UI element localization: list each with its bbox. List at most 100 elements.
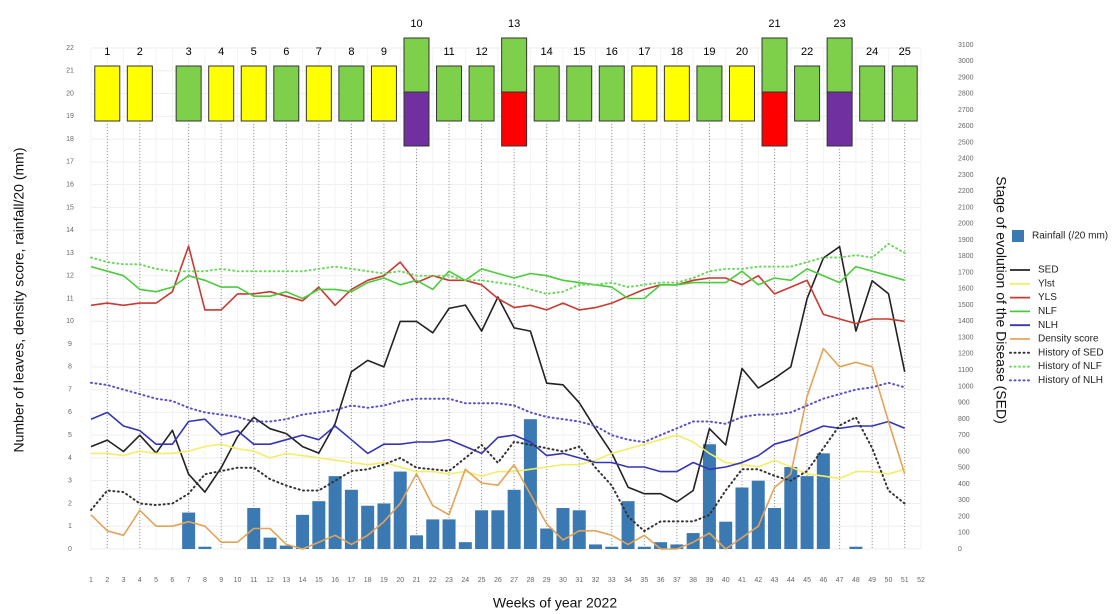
x-tick-label: 37 [673,577,681,584]
x-tick-label: 24 [461,577,469,584]
x-tick-label: 19 [380,577,388,584]
bar [702,444,716,549]
y2-tick-label: 200 [958,513,970,520]
y2-tick-label: 300 [958,497,970,504]
x-tick-label: 13 [282,577,290,584]
line-series [90,416,906,533]
stage-label: 7 [316,46,322,58]
legend-label: History of SED [1038,347,1104,358]
bar [312,501,326,549]
x-tick-label: 18 [364,577,372,584]
stage-box [566,65,593,122]
legend-swatch [1012,230,1024,242]
stage-box [468,65,495,122]
bar [263,537,277,549]
legend-label: NLH [1038,320,1058,331]
x-tick-label: 15 [315,577,323,584]
y-tick-label: 18 [66,136,74,143]
bar [849,546,863,549]
y2-tick-label: 700 [958,432,970,439]
stage-box [94,65,121,122]
x-tick-label: 14 [299,577,307,584]
stage-box [208,65,235,122]
y-tick-label: 22 [66,45,74,52]
line-series [90,245,906,503]
bar [458,542,472,549]
stage-label: 8 [348,46,354,58]
x-tick-label: 34 [624,577,632,584]
stage-label: 5 [251,46,257,58]
x-tick-label: 6 [170,577,174,584]
bar [637,546,651,549]
x-tick-label: 47 [836,577,844,584]
x-tick-label: 7 [187,577,191,584]
stage-box [305,65,332,122]
y2-tick-label: 2600 [958,123,974,130]
bar [719,521,733,549]
bar [198,546,212,549]
bar [540,528,554,549]
x-tick-label: 41 [738,577,746,584]
x-tick-label: 25 [478,577,486,584]
line-series [90,347,906,550]
y-tick-label: 11 [66,295,73,302]
stage-label: 10 [410,18,422,30]
legend-label: Rainfall (/20 mm) [1032,231,1108,242]
x-tick-label: 42 [754,577,762,584]
y2-tick-label: 600 [958,448,970,455]
y2-axis-title: Stage of evolution of the Disease (SED) [993,176,1009,423]
y-tick-label: 14 [66,227,74,234]
bar [279,545,293,549]
bar [361,505,375,549]
x-tick-label: 8 [203,577,207,584]
bar [328,476,342,549]
x-tick-label: 48 [852,577,860,584]
y2-tick-label: 1700 [958,269,974,276]
x-tick-label: 26 [494,577,502,584]
stage-box [696,65,723,122]
y-tick-label: 1 [68,523,72,530]
bar [377,503,391,549]
x-tick-label: 49 [868,577,876,584]
bar [751,480,765,549]
stage-label: 19 [703,46,715,58]
stage-label: 13 [508,18,520,30]
stage-box [501,37,528,93]
stage-box [240,65,267,122]
stage-box [126,65,153,122]
x-tick-label: 32 [592,577,600,584]
x-tick-label: 2 [105,577,109,584]
x-tick-label: 33 [608,577,616,584]
y2-tick-label: 400 [958,481,970,488]
y2-tick-label: 2700 [958,107,974,114]
y2-tick-label: 0 [958,546,962,553]
y-tick-label: 19 [66,113,74,120]
stage-box [403,37,430,93]
y2-tick-label: 1400 [958,318,974,325]
stage-box [175,65,202,122]
stage-label: 1 [104,46,110,58]
x-tick-label: 17 [347,577,355,584]
legend-label: NLF [1038,306,1057,317]
y2-tick-label: 2400 [958,156,974,163]
stage-box [794,65,821,122]
bar [507,489,521,549]
x-tick-label: 21 [413,577,421,584]
x-tick-label: 4 [138,577,142,584]
x-tick-label: 30 [559,577,567,584]
y2-tick-label: 3000 [958,58,974,65]
bar [686,533,700,549]
bar [523,419,537,549]
y-tick-label: 21 [66,68,74,75]
x-tick-label: 36 [657,577,665,584]
legend-label: Density score [1038,334,1099,345]
y-tick-label: 4 [68,455,72,462]
bar [589,544,603,549]
x-tick-label: 35 [640,577,648,584]
y2-tick-label: 3100 [958,42,974,49]
stage-label: 16 [606,46,618,58]
y2-tick-label: 2300 [958,172,974,179]
y2-tick-label: 2900 [958,74,974,81]
y-tick-label: 3 [68,478,72,485]
y2-tick-label: 2200 [958,188,974,195]
